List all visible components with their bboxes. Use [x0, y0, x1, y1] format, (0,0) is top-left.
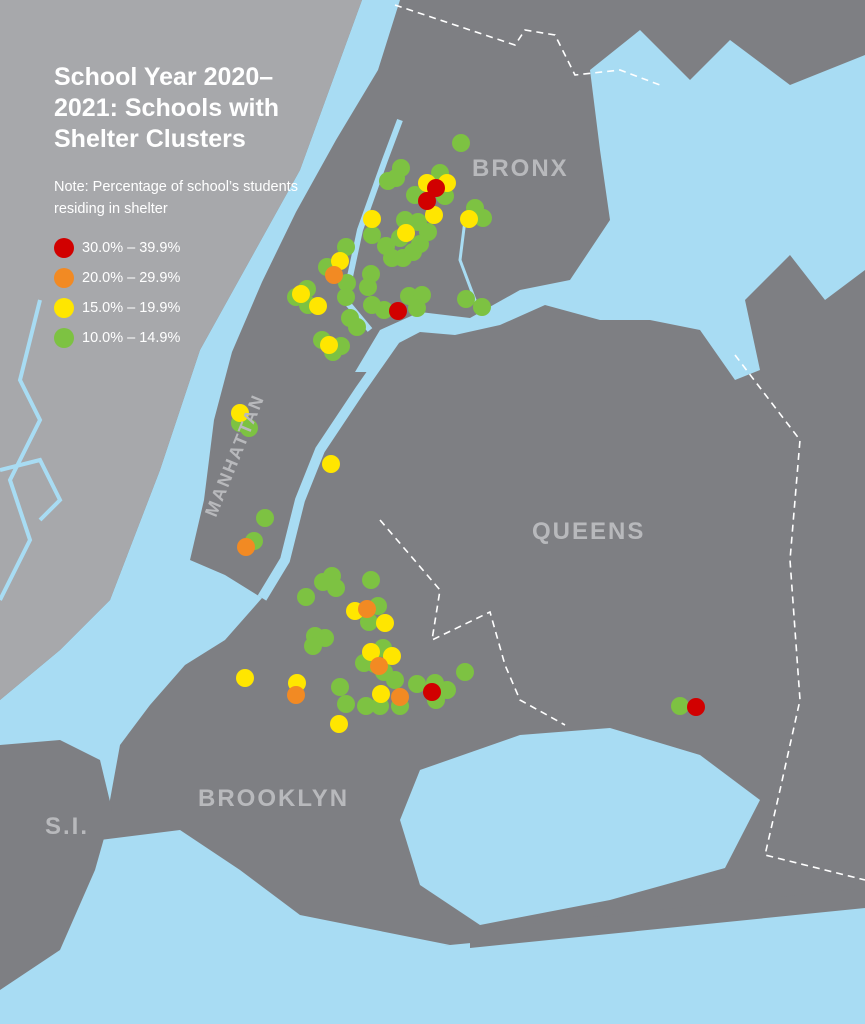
school-dot-15-19: [320, 336, 338, 354]
school-dot-10-14: [363, 296, 381, 314]
school-dot-30-39: [427, 179, 445, 197]
red-dot-icon: [54, 238, 74, 258]
school-dot-15-19: [460, 210, 478, 228]
green-dot-icon: [54, 328, 74, 348]
school-dot-10-14: [338, 274, 356, 292]
school-dot-10-14: [327, 579, 345, 597]
school-dot-10-14: [452, 134, 470, 152]
school-dot-10-14: [337, 238, 355, 256]
yellow-dot-icon: [54, 298, 74, 318]
school-dot-20-29: [287, 686, 305, 704]
legend-label: 10.0% – 14.9%: [82, 330, 181, 346]
school-dot-30-39: [687, 698, 705, 716]
school-dot-10-14: [386, 671, 404, 689]
legend-item: 10.0% – 14.9%: [54, 323, 180, 353]
school-dot-15-19: [331, 252, 349, 270]
label-bronx: BRONX: [472, 155, 569, 182]
school-dot-10-14: [337, 695, 355, 713]
school-dot-10-14: [337, 288, 355, 306]
legend-label: 15.0% – 19.9%: [82, 300, 181, 316]
school-dot-15-19: [292, 285, 310, 303]
school-dots: [231, 134, 705, 733]
school-dot-10-14: [474, 209, 492, 227]
school-dot-15-19: [363, 210, 381, 228]
jamaica-bay: [400, 728, 760, 925]
school-dot-15-19: [231, 404, 249, 422]
long-island-sound: [355, 30, 865, 380]
school-dot-15-19: [376, 614, 394, 632]
school-dot-10-14: [457, 290, 475, 308]
school-dot-20-29: [325, 266, 343, 284]
school-dot-10-14: [408, 675, 426, 693]
school-dot-10-14: [362, 571, 380, 589]
new-jersey: [0, 0, 362, 700]
orange-dot-icon: [54, 268, 74, 288]
legend-label: 20.0% – 29.9%: [82, 270, 181, 286]
legend: 30.0% – 39.9% 20.0% – 29.9% 15.0% – 19.9…: [54, 233, 180, 353]
legend-item: 30.0% – 39.9%: [54, 233, 180, 263]
legend-note: Note: Percentage of school’s students re…: [54, 179, 298, 217]
school-dot-10-14: [411, 235, 429, 253]
borough-borders: [379, 4, 865, 881]
school-dot-15-19: [383, 647, 401, 665]
school-dot-15-19: [309, 297, 327, 315]
bronx-westchester-border: [394, 4, 661, 86]
school-dot-15-19: [372, 685, 390, 703]
lower-bay: [0, 830, 450, 980]
legend-item: 20.0% – 29.9%: [54, 263, 180, 293]
map-title: School Year 2020–2021: Schools with Shel…: [54, 63, 280, 153]
school-dot-30-39: [423, 683, 441, 701]
legend-label: 30.0% – 39.9%: [82, 240, 181, 256]
school-dot-15-19: [397, 224, 415, 242]
school-dot-10-14: [297, 588, 315, 606]
east-river: [257, 337, 400, 601]
school-dot-10-14: [304, 637, 322, 655]
school-dot-10-14: [240, 419, 258, 437]
nj-rivers: [0, 299, 63, 601]
school-dot-30-39: [389, 302, 407, 320]
brooklyn-queens-border: [379, 519, 566, 726]
school-dot-10-14: [387, 169, 405, 187]
school-dot-15-19: [330, 715, 348, 733]
school-dot-10-14: [357, 697, 375, 715]
school-dot-10-14: [348, 318, 366, 336]
school-dot-10-14: [456, 663, 474, 681]
school-dot-20-29: [237, 538, 255, 556]
school-dot-10-14: [331, 678, 349, 696]
school-dot-15-19: [236, 669, 254, 687]
school-dot-20-29: [370, 657, 388, 675]
atlantic-ocean: [0, 905, 865, 1024]
school-dot-10-14: [473, 298, 491, 316]
label-brooklyn: BROOKLYN: [198, 785, 350, 812]
school-dot-10-14: [359, 278, 377, 296]
school-dot-15-19: [425, 206, 443, 224]
school-dot-20-29: [391, 688, 409, 706]
school-dot-20-29: [358, 600, 376, 618]
school-dot-10-14: [363, 226, 381, 244]
staten-island: [0, 740, 112, 990]
school-dot-15-19: [362, 643, 380, 661]
school-dot-10-14: [671, 697, 689, 715]
school-dot-30-39: [418, 192, 436, 210]
label-staten-island: S.I.: [45, 813, 90, 840]
rockaway-peninsula: [470, 888, 865, 948]
school-dot-10-14: [256, 509, 274, 527]
legend-item: 15.0% – 19.9%: [54, 293, 180, 323]
school-dot-10-14: [408, 299, 426, 317]
school-dot-15-19: [322, 455, 340, 473]
label-queens: QUEENS: [532, 518, 646, 545]
